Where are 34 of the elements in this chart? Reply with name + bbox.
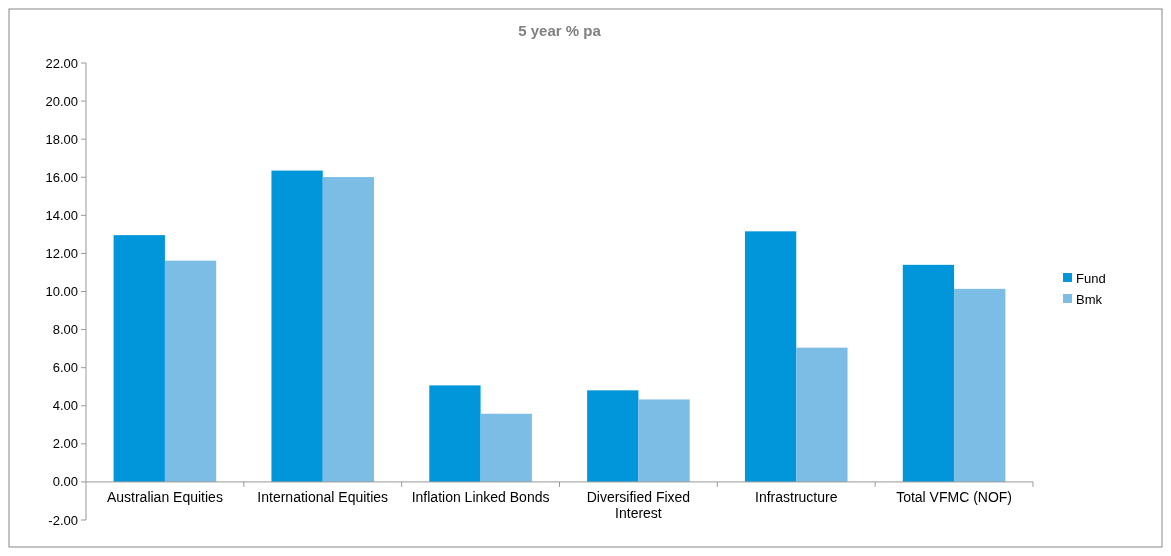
x-tick-label: International Equities: [257, 488, 389, 505]
bar: [113, 235, 165, 482]
x-tick-label: Diversified Fixed Interest: [586, 488, 691, 521]
bar: [902, 264, 955, 482]
y-tick-label: 0.00: [52, 474, 78, 490]
y-tick-label: 10.00: [45, 284, 78, 300]
y-tick-label: 8.00: [52, 322, 78, 338]
y-tick-label: 22.00: [45, 55, 78, 71]
y-tick-label: 2.00: [52, 436, 78, 452]
chart-title: 5 year % pa: [518, 22, 602, 39]
bar: [587, 390, 639, 482]
x-tick-label: Total VFMC (NOF): [896, 488, 1013, 505]
legend-label: Bmk: [1076, 291, 1103, 307]
x-tick-label: Inflation Linked Bonds: [411, 488, 550, 505]
legend-label: Fund: [1076, 270, 1106, 286]
y-tick-label: 6.00: [52, 360, 78, 376]
y-tick-label: 18.00: [45, 131, 78, 147]
y-tick-label: 12.00: [45, 245, 78, 261]
x-tick-label: Australian Equities: [106, 488, 223, 505]
bar: [796, 347, 848, 482]
y-tick-label: 14.00: [45, 207, 78, 223]
y-tick-label: 20.00: [45, 93, 78, 109]
bar: [271, 170, 323, 482]
y-tick-label: -2.00: [48, 512, 78, 528]
bar: [429, 385, 481, 482]
bar: [164, 260, 217, 482]
bar: [480, 413, 532, 482]
y-tick-label: 16.00: [45, 169, 78, 185]
y-tick-label: 4.00: [52, 398, 78, 414]
bar: [638, 399, 690, 482]
bar: [744, 231, 797, 482]
x-tick-label: Infrastructure: [755, 488, 838, 505]
bar: [322, 177, 375, 482]
bar: [954, 288, 1006, 482]
